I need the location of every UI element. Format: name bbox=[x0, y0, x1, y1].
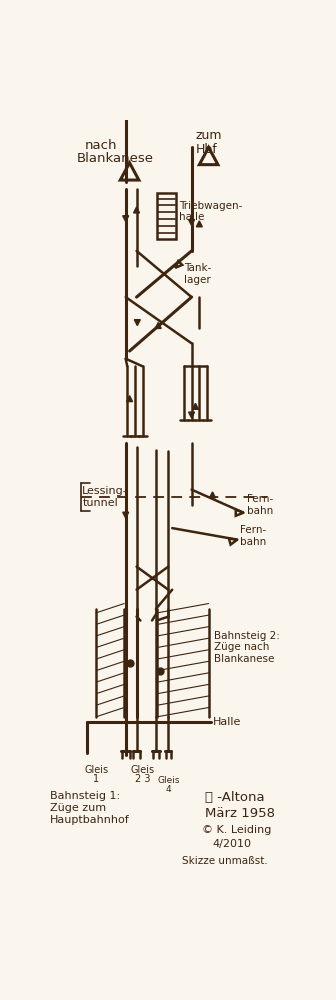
Text: 1: 1 bbox=[93, 774, 99, 784]
Text: © K. Leiding: © K. Leiding bbox=[202, 825, 272, 835]
Text: Bahnsteig 1:
Züge zum
Hauptbahnhof: Bahnsteig 1: Züge zum Hauptbahnhof bbox=[50, 791, 129, 825]
Text: Skizze unmaßst.: Skizze unmaßst. bbox=[181, 856, 267, 866]
Polygon shape bbox=[155, 323, 161, 328]
Text: Gleis: Gleis bbox=[84, 765, 108, 775]
Polygon shape bbox=[123, 512, 129, 518]
Text: Gleis: Gleis bbox=[157, 776, 179, 785]
Polygon shape bbox=[196, 221, 202, 227]
Bar bbox=[157, 193, 176, 239]
Text: Fern-
bahn: Fern- bahn bbox=[240, 525, 267, 547]
Text: nach: nach bbox=[85, 139, 117, 152]
Polygon shape bbox=[188, 220, 195, 225]
Text: 4: 4 bbox=[166, 785, 171, 794]
Polygon shape bbox=[127, 396, 133, 402]
Polygon shape bbox=[134, 207, 139, 213]
Text: Blankanese: Blankanese bbox=[77, 152, 154, 165]
Text: Gleis: Gleis bbox=[131, 765, 155, 775]
Text: Lessing-
tunnel: Lessing- tunnel bbox=[82, 487, 128, 508]
Text: Fern-
bahn: Fern- bahn bbox=[247, 494, 273, 516]
Text: Halle: Halle bbox=[212, 717, 241, 727]
Polygon shape bbox=[188, 412, 195, 418]
Text: Triebwagen-
halle: Triebwagen- halle bbox=[179, 201, 243, 222]
Text: Bahnsteig 2:
Züge nach
Blankanese: Bahnsteig 2: Züge nach Blankanese bbox=[214, 631, 280, 664]
Polygon shape bbox=[123, 216, 129, 222]
Text: 4/2010: 4/2010 bbox=[212, 839, 252, 849]
Text: Hbf: Hbf bbox=[196, 143, 217, 156]
Polygon shape bbox=[193, 403, 199, 409]
Text: 2 3: 2 3 bbox=[135, 774, 151, 784]
Text: Ⓢ -Altona: Ⓢ -Altona bbox=[205, 791, 264, 804]
Text: März 1958: März 1958 bbox=[205, 807, 275, 820]
Polygon shape bbox=[134, 320, 140, 326]
Polygon shape bbox=[210, 492, 215, 498]
Text: Tank-
lager: Tank- lager bbox=[184, 263, 211, 285]
Text: zum: zum bbox=[196, 129, 222, 142]
